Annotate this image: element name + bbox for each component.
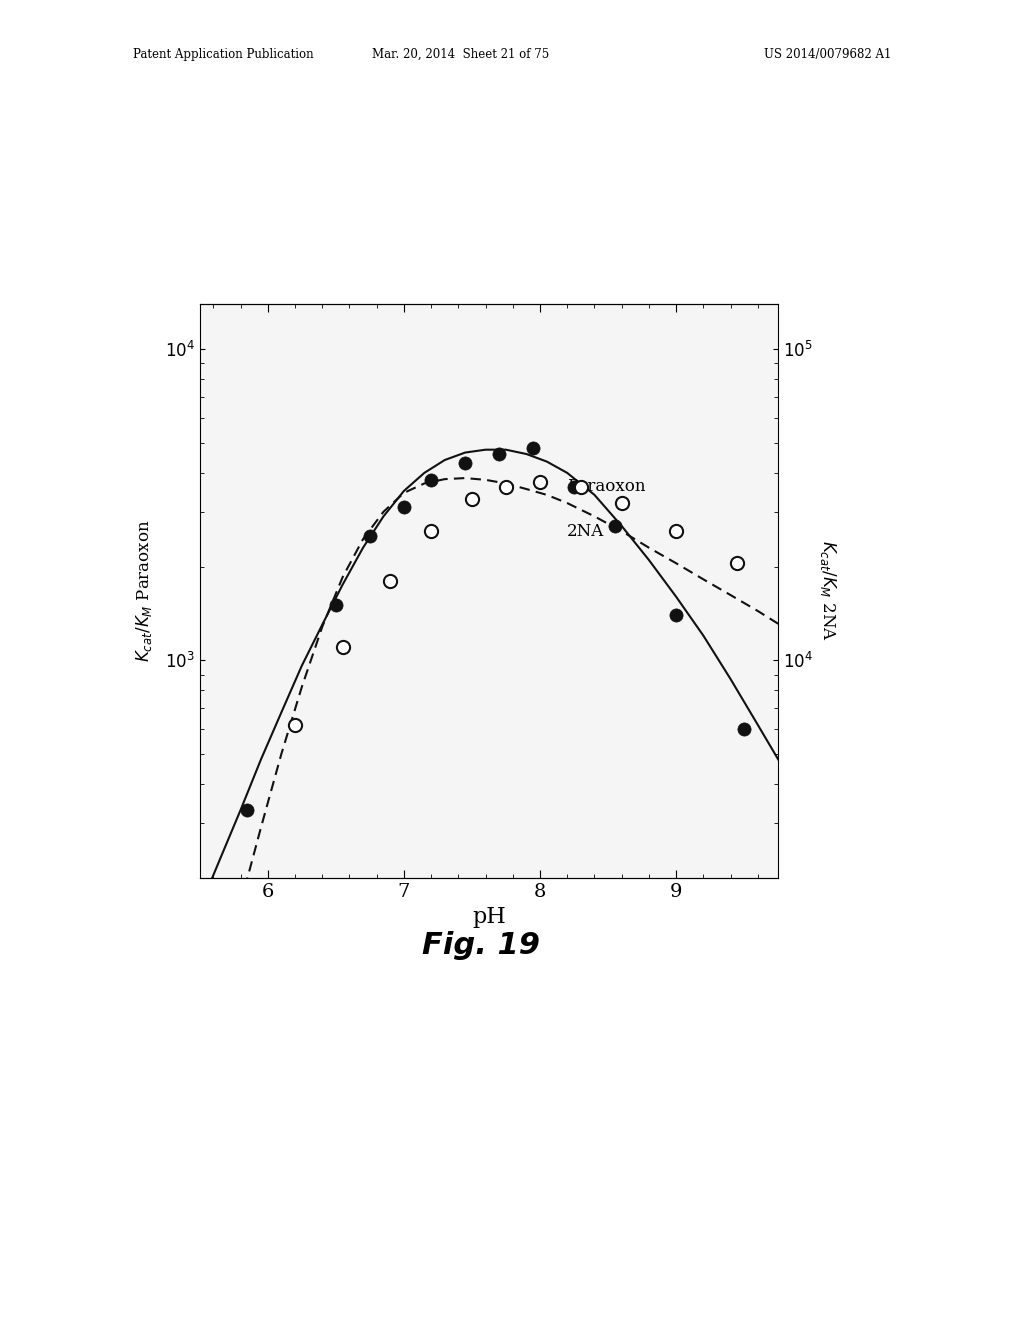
Point	[606, 516, 623, 537]
Text: 2NA: 2NA	[567, 524, 604, 540]
Point	[736, 719, 753, 741]
Text: Fig. 19: Fig. 19	[422, 931, 541, 960]
Point	[729, 553, 745, 574]
Point	[240, 800, 256, 821]
Point	[490, 444, 507, 465]
Point	[361, 525, 378, 546]
Point	[423, 520, 439, 541]
Point	[287, 714, 303, 735]
Text: US 2014/0079682 A1: US 2014/0079682 A1	[764, 48, 891, 61]
Point	[668, 520, 684, 541]
Point	[335, 636, 351, 657]
X-axis label: pH: pH	[472, 907, 506, 928]
Text: Paraoxon: Paraoxon	[567, 478, 646, 495]
Y-axis label: $K_{cat}/K_M$ Paraoxon: $K_{cat}/K_M$ Paraoxon	[134, 520, 154, 661]
Point	[395, 496, 412, 517]
Point	[328, 595, 344, 616]
Point	[572, 477, 589, 498]
Point	[498, 477, 514, 498]
Y-axis label: $K_{cat}/K_M$ 2NA: $K_{cat}/K_M$ 2NA	[818, 540, 838, 642]
Point	[531, 471, 548, 492]
Point	[457, 453, 473, 474]
Point	[566, 477, 583, 498]
Text: Patent Application Publication: Patent Application Publication	[133, 48, 313, 61]
Point	[382, 570, 398, 591]
Point	[613, 492, 630, 513]
Point	[464, 488, 480, 510]
Text: Mar. 20, 2014  Sheet 21 of 75: Mar. 20, 2014 Sheet 21 of 75	[372, 48, 550, 61]
Point	[525, 438, 542, 459]
Point	[668, 605, 684, 626]
Point	[423, 470, 439, 491]
Point	[225, 882, 242, 903]
